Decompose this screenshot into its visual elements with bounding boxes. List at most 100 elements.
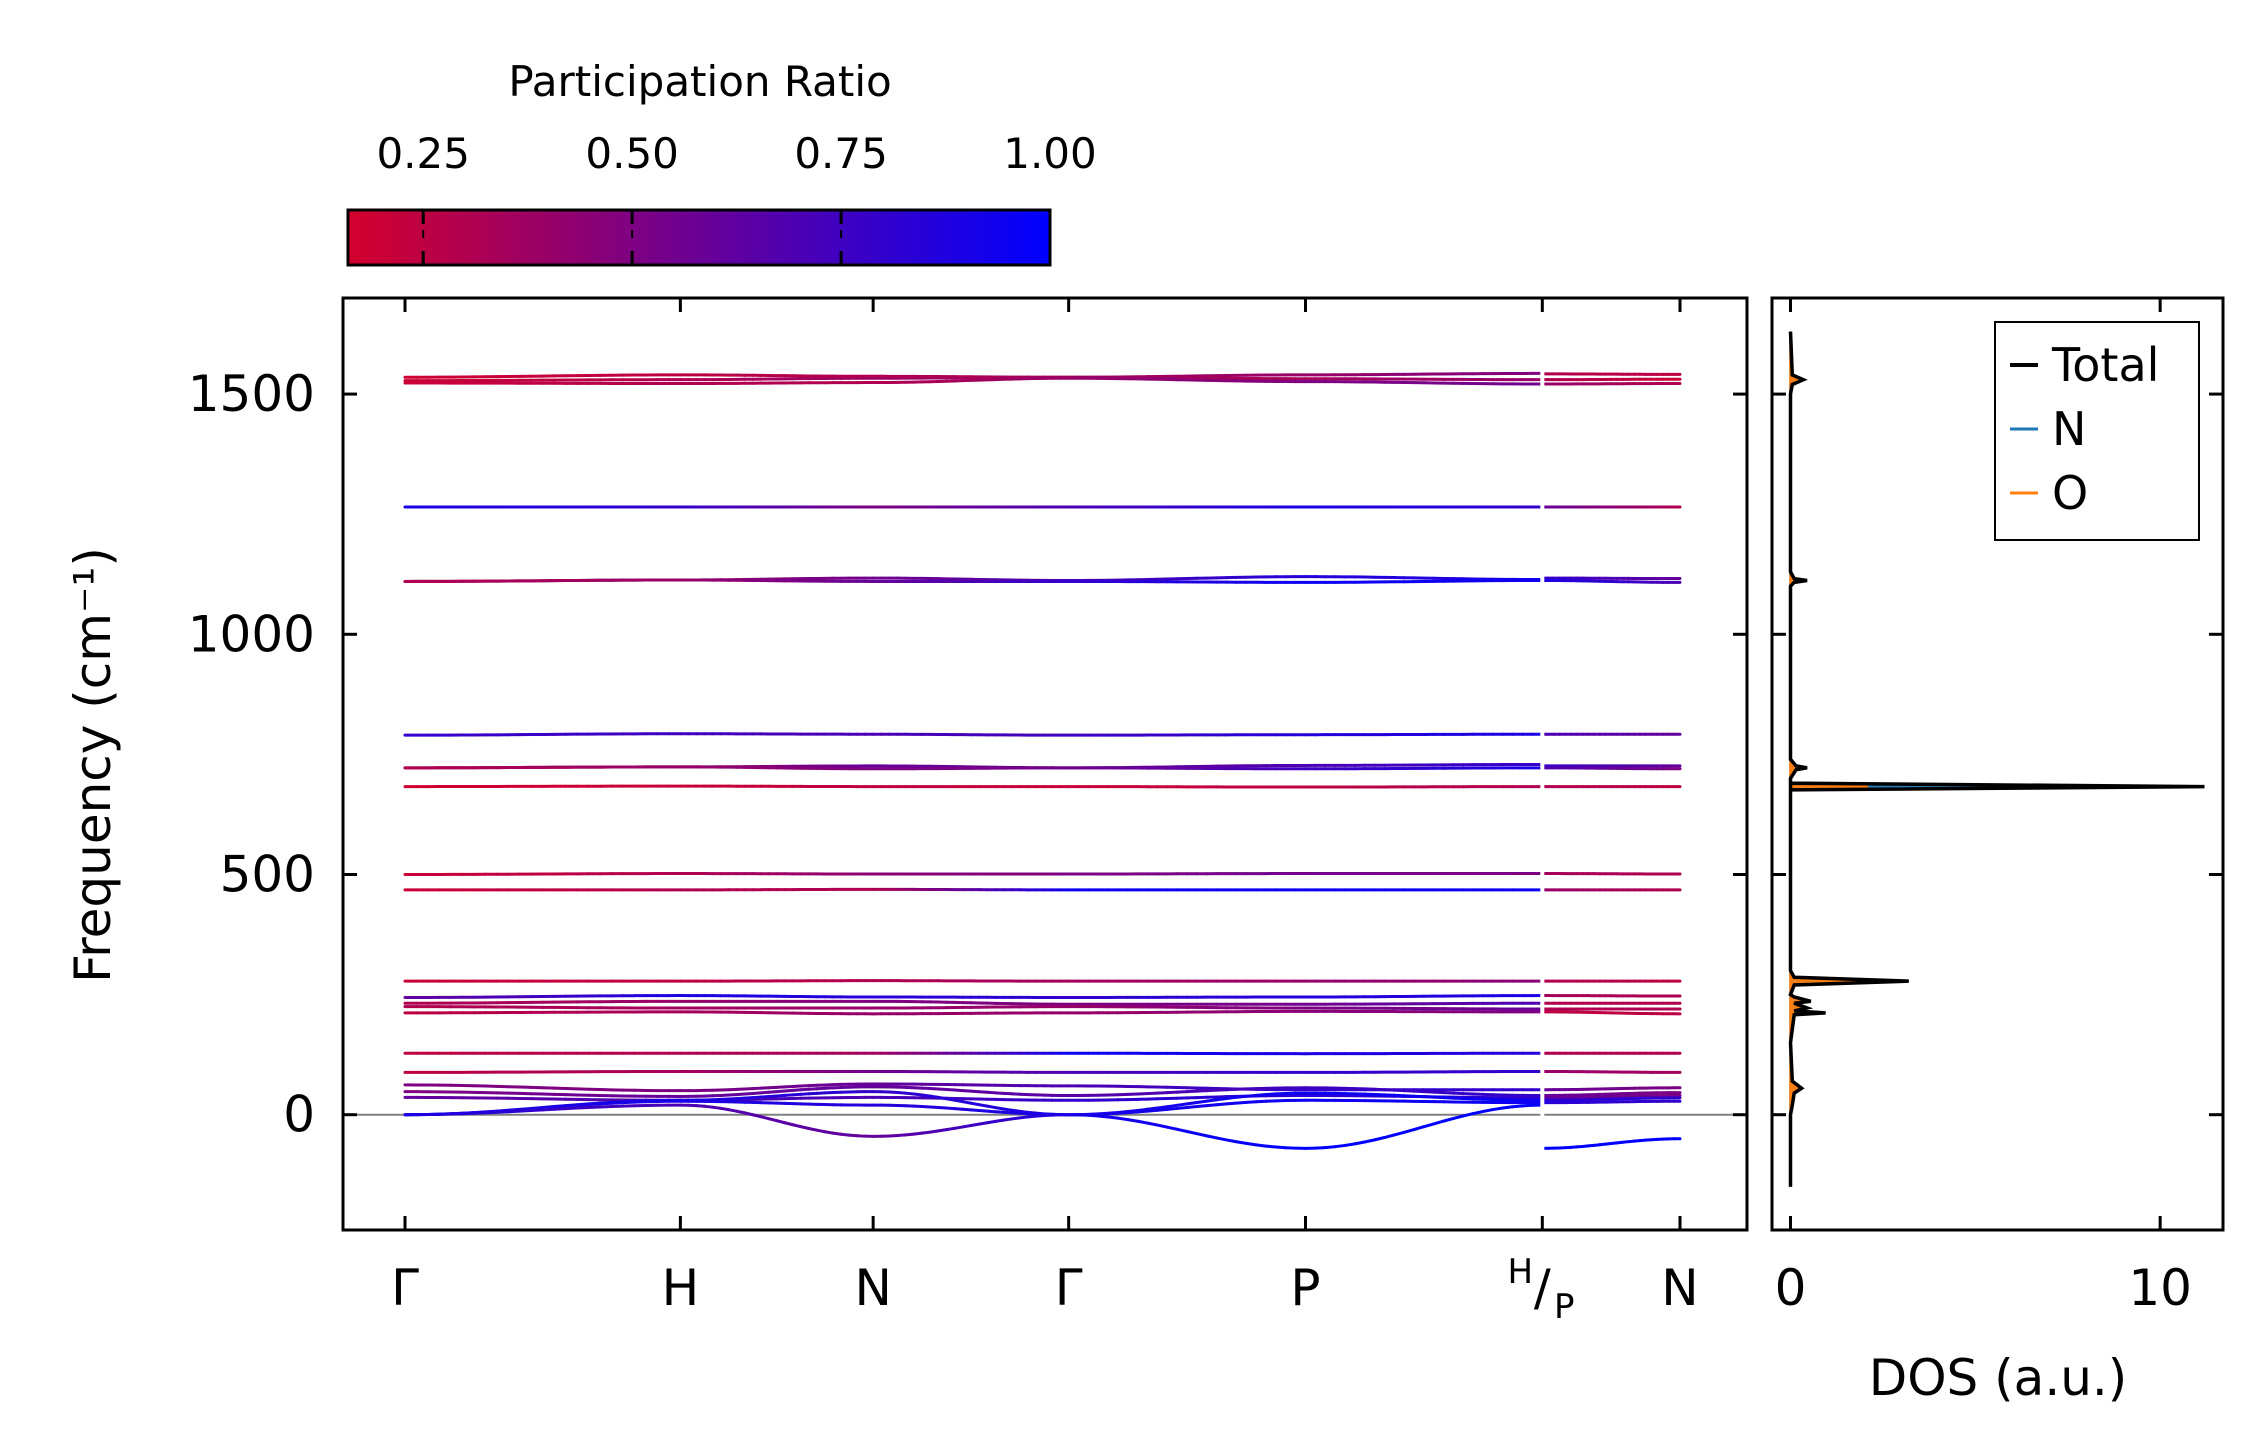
band-212 <box>403 1009 1682 1016</box>
band-segment <box>1363 1138 1377 1144</box>
band-segment <box>1175 1090 1189 1094</box>
band-segment <box>1254 1099 1268 1104</box>
band-segment <box>1165 1106 1179 1111</box>
band-244 <box>403 994 1682 999</box>
colorbar-tick-label: 0.50 <box>585 129 679 178</box>
band-segment <box>552 1104 568 1109</box>
band-segment <box>1511 1104 1525 1109</box>
colorbar-title: Participation Ratio <box>508 57 891 106</box>
band-segment <box>1155 1105 1169 1110</box>
legend-label-total: Total <box>2051 338 2159 392</box>
band-segment <box>1343 1142 1357 1147</box>
y-axis-label: Frequency (cm⁻¹) <box>64 547 122 983</box>
band-segment <box>1491 1106 1505 1112</box>
dos-frame <box>1770 296 2225 1232</box>
band-segment <box>541 1105 556 1110</box>
colorbar: Participation Ratio 0.25 0.50 0.75 1.00 <box>346 57 1097 267</box>
k-label: H <box>662 1259 700 1317</box>
k-label-sub: P <box>1554 1287 1575 1327</box>
band-segment <box>1175 1105 1189 1110</box>
band-segment <box>1333 1143 1347 1149</box>
band-segment <box>587 1102 602 1107</box>
band-segment <box>1442 1116 1456 1123</box>
band-segment <box>1175 1102 1189 1107</box>
k-label: P <box>1290 1259 1320 1317</box>
band-segment <box>483 1110 499 1115</box>
dos-x-tick-label: 10 <box>2128 1259 2192 1317</box>
band-1535 <box>403 371 1682 379</box>
band-segment <box>529 1106 545 1111</box>
band-segment <box>529 1108 545 1113</box>
band-segment <box>1373 1136 1386 1142</box>
band-segment <box>1116 1116 1130 1122</box>
colorbar-tick-label: 1.00 <box>1003 129 1097 178</box>
band-segment <box>1412 1089 1426 1094</box>
band-segment <box>1274 1145 1288 1150</box>
band-segment <box>1254 1143 1268 1148</box>
band-segment <box>1234 1094 1248 1099</box>
band-segment <box>1264 1092 1278 1097</box>
band-1520 <box>403 376 1682 386</box>
legend-label-o: O <box>2052 466 2088 520</box>
band-segment <box>564 1106 579 1111</box>
band-segment <box>1146 1108 1159 1113</box>
dispersion-frame <box>341 296 1749 1232</box>
band-segment <box>1432 1119 1446 1126</box>
y-tick-label: 500 <box>220 845 315 903</box>
colorbar-tick-label: 0.25 <box>376 129 470 178</box>
band-segment <box>1313 1146 1327 1150</box>
band-segment <box>1471 1109 1485 1116</box>
band-500 <box>403 872 1682 876</box>
band-segment <box>1244 1093 1258 1098</box>
band-segment <box>1205 1103 1219 1108</box>
band-segment <box>1215 1136 1229 1142</box>
band-720 <box>403 762 1682 771</box>
band-segment <box>1461 1112 1475 1118</box>
band-segment <box>1254 1093 1268 1097</box>
band-1108 <box>403 578 1682 584</box>
k-label-slash: / <box>1534 1259 1551 1317</box>
band-segment <box>1185 1105 1199 1109</box>
y-tick-label: 1500 <box>188 365 315 423</box>
band-segment <box>587 1105 602 1109</box>
band-segment <box>552 1107 568 1111</box>
k-label-sup: H <box>1508 1252 1534 1292</box>
dos-series-o <box>1789 331 1902 1187</box>
band-segment <box>1205 1098 1219 1103</box>
band-segment <box>1136 1119 1150 1125</box>
band-segment <box>1205 1134 1219 1140</box>
band-segment <box>575 1105 591 1110</box>
band-segment <box>564 1103 579 1108</box>
band-88 <box>403 1069 1682 1074</box>
band-segment <box>1501 1105 1515 1110</box>
band-225 <box>403 1005 1682 1011</box>
band-segment <box>1155 1107 1169 1112</box>
band-segment <box>1225 1101 1238 1106</box>
band-segment <box>1195 1104 1209 1109</box>
band-segment <box>1402 1128 1416 1134</box>
band-segment <box>1155 1123 1169 1129</box>
band-segment <box>1175 1127 1189 1134</box>
dos-axes: 0 10 DOS (a.u.) Total NO <box>1770 296 2225 1407</box>
dos-x-tick-label: 0 <box>1775 1259 1807 1317</box>
dos-x-axis-label: DOS (a.u.) <box>1869 1349 2128 1407</box>
band-segment <box>1392 1130 1406 1137</box>
band-segment <box>1146 1106 1159 1111</box>
band-segment <box>1126 1118 1140 1123</box>
dos-series-total <box>1788 331 2205 1187</box>
dos-legend: Total NO <box>1994 321 2200 541</box>
y-tick-label: 0 <box>283 1086 315 1144</box>
dos-ticks: 0 10 <box>1772 298 2223 1317</box>
k-label: Γ <box>1055 1259 1083 1317</box>
band-segment <box>1323 1145 1337 1150</box>
k-label: N <box>1661 1259 1698 1317</box>
band-232 <box>403 999 1682 1006</box>
band-segment <box>1096 1114 1110 1119</box>
band-segment <box>1521 1103 1534 1108</box>
band-segment <box>1185 1130 1199 1136</box>
band-683 <box>403 784 1682 789</box>
band-segment <box>1452 1114 1465 1120</box>
band-segment <box>1106 1115 1120 1120</box>
